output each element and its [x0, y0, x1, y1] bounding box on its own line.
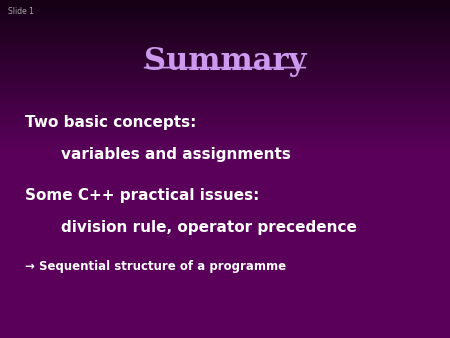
Text: Some C++ practical issues:: Some C++ practical issues: — [25, 188, 259, 202]
Text: variables and assignments: variables and assignments — [61, 147, 291, 162]
Text: Summary: Summary — [144, 46, 306, 77]
Text: division rule, operator precedence: division rule, operator precedence — [61, 220, 356, 235]
Text: Two basic concepts:: Two basic concepts: — [25, 115, 196, 130]
Text: → Sequential structure of a programme: → Sequential structure of a programme — [25, 260, 286, 273]
Text: Slide 1: Slide 1 — [8, 7, 34, 17]
